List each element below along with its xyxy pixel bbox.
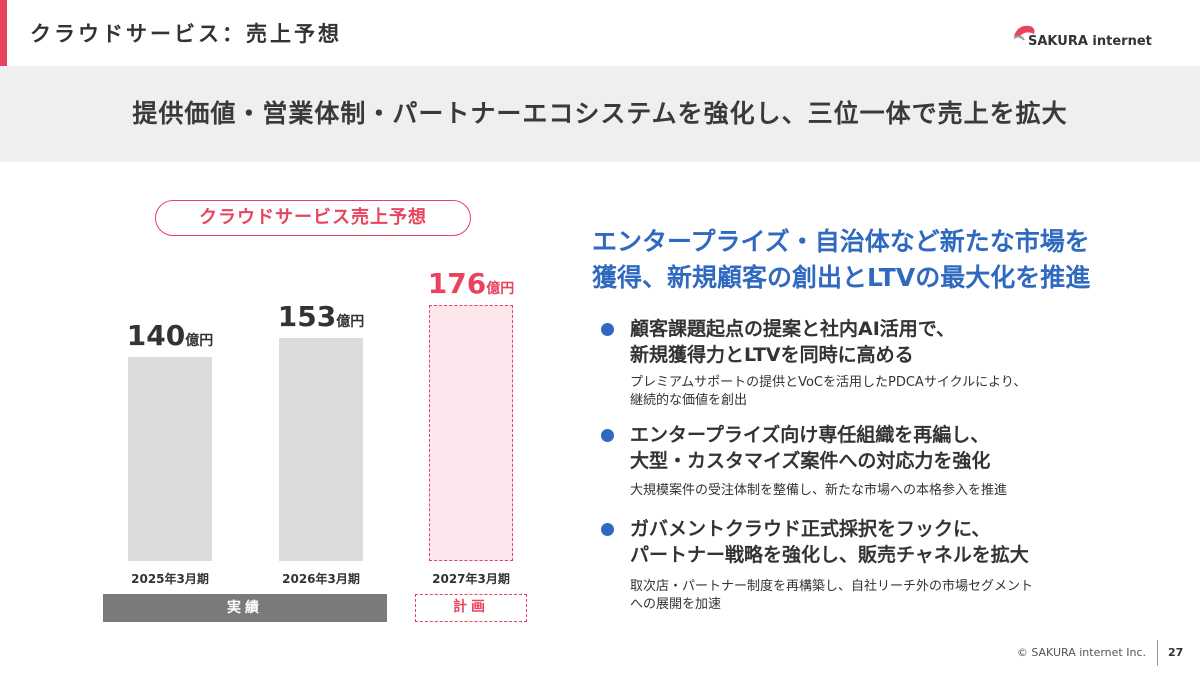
- page-title: クラウドサービス：売上予想: [30, 22, 342, 46]
- bar-unit: 億円: [486, 281, 515, 297]
- bar-value-label: 153億円: [246, 300, 396, 333]
- bar-value: 153: [277, 300, 337, 333]
- bar-unit: 億円: [185, 333, 214, 349]
- bullet-title: エンタープライズ向け専任組織を再編し、 大型・カスタマイズ案件への対応力を強化: [630, 422, 1170, 474]
- page-number: 27: [1168, 646, 1184, 659]
- bar-value-label: 176億円: [396, 267, 546, 300]
- sakura-logo-icon: [1013, 25, 1035, 41]
- bullet-description: 大規模案件の受注体制を整備し、新たな市場への本格参入を推進: [630, 482, 1170, 500]
- bullet-dot-icon: [601, 323, 614, 336]
- category-label: 2027年3月期: [432, 572, 510, 586]
- company-logo: SAKURA internet: [1012, 22, 1172, 54]
- bar-3: [429, 305, 513, 561]
- bar-2: [279, 338, 363, 561]
- category-label: 2026年3月期: [282, 572, 360, 586]
- logo-text: SAKURA internet: [1028, 34, 1152, 49]
- headline-line: 獲得、新規顧客の創出とLTVの最大化を推進: [592, 263, 1091, 292]
- bar-value: 140: [126, 319, 186, 352]
- category-label: 2025年3月期: [131, 572, 209, 586]
- header-accent-bar: [0, 0, 7, 66]
- bullet-desc-line: への展開を加速: [630, 597, 722, 612]
- bullet-desc-line: 取次店・パートナー制度を再構築し、自社リーチ外の市場セグメント: [630, 579, 1034, 594]
- bar-value-label: 140億円: [95, 319, 245, 352]
- key-message: 提供価値・営業体制・パートナーエコシステムを強化し、三位一体で売上を拡大: [132, 99, 1068, 128]
- bullet-title-line: 顧客課題起点の提案と社内AI活用で、: [630, 318, 956, 340]
- bullet-desc-line: プレミアムサポートの提供とVoCを活用したPDCAサイクルにより、: [630, 375, 1027, 390]
- bullet-description: プレミアムサポートの提供とVoCを活用したPDCAサイクルにより、 継続的な価値…: [630, 374, 1170, 410]
- bar-1: [128, 357, 212, 561]
- bullet-description: 取次店・パートナー制度を再構築し、自社リーチ外の市場セグメント への展開を加速: [630, 578, 1170, 614]
- footer-divider: [1157, 640, 1158, 666]
- bullet-dot-icon: [601, 429, 614, 442]
- chart-title: クラウドサービス売上予想: [155, 200, 471, 236]
- bullet-title: ガバメントクラウド正式採択をフックに、 パートナー戦略を強化し、販売チャネルを拡…: [630, 516, 1170, 568]
- bullet-title-line: パートナー戦略を強化し、販売チャネルを拡大: [630, 544, 1029, 566]
- bar-unit: 億円: [336, 314, 365, 330]
- headline-line: エンタープライズ・自治体など新たな市場を: [592, 227, 1090, 256]
- bullet-dot-icon: [601, 523, 614, 536]
- bullet-desc-line: 大規模案件の受注体制を整備し、新たな市場への本格参入を推進: [630, 483, 1008, 498]
- bullet-title: 顧客課題起点の提案と社内AI活用で、 新規獲得力とLTVを同時に高める: [630, 316, 1170, 368]
- actual-group-label: 実績: [103, 594, 387, 622]
- bullet-title-line: 新規獲得力とLTVを同時に高める: [630, 344, 914, 366]
- bar-value: 176: [427, 267, 487, 300]
- bullet-title-line: エンタープライズ向け専任組織を再編し、: [630, 424, 990, 446]
- bullet-title-line: ガバメントクラウド正式採択をフックに、: [630, 518, 991, 540]
- copyright: © SAKURA internet Inc.: [1016, 646, 1146, 659]
- strategy-headline: エンタープライズ・自治体など新たな市場を 獲得、新規顧客の創出とLTVの最大化を…: [592, 224, 1162, 296]
- plan-group-label: 計画: [415, 594, 527, 622]
- bullet-desc-line: 継続的な価値を創出: [630, 393, 748, 408]
- bullet-title-line: 大型・カスタマイズ案件への対応力を強化: [630, 450, 991, 472]
- key-message-banner: 提供価値・営業体制・パートナーエコシステムを強化し、三位一体で売上を拡大: [0, 66, 1200, 162]
